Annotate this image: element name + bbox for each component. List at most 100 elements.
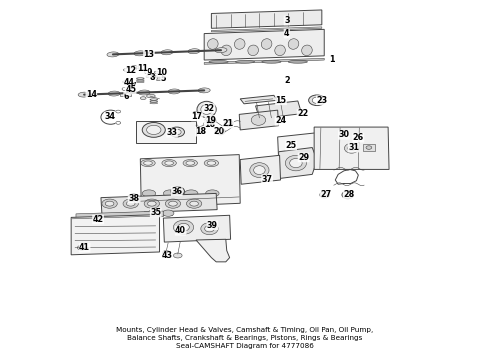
Text: 41: 41 <box>79 243 90 252</box>
Text: 24: 24 <box>275 116 286 125</box>
Polygon shape <box>163 215 231 242</box>
Ellipse shape <box>338 132 344 136</box>
Ellipse shape <box>188 49 200 54</box>
Ellipse shape <box>290 158 302 168</box>
Text: 43: 43 <box>162 251 172 260</box>
Ellipse shape <box>209 60 228 63</box>
Ellipse shape <box>206 190 219 197</box>
Polygon shape <box>279 148 317 179</box>
Ellipse shape <box>173 253 182 258</box>
Ellipse shape <box>254 166 265 175</box>
Ellipse shape <box>208 118 213 123</box>
Ellipse shape <box>127 194 140 203</box>
Ellipse shape <box>165 161 173 165</box>
Polygon shape <box>240 95 278 104</box>
Polygon shape <box>144 211 156 215</box>
Ellipse shape <box>142 190 156 197</box>
Text: 30: 30 <box>339 130 349 139</box>
Ellipse shape <box>215 128 225 135</box>
Text: 19: 19 <box>205 116 216 125</box>
Ellipse shape <box>348 133 361 141</box>
Ellipse shape <box>105 201 114 206</box>
Ellipse shape <box>138 90 150 95</box>
Ellipse shape <box>197 101 216 118</box>
Ellipse shape <box>302 45 312 56</box>
Ellipse shape <box>221 45 232 56</box>
Text: 14: 14 <box>86 90 97 99</box>
Ellipse shape <box>123 81 129 83</box>
Text: 6: 6 <box>123 91 129 100</box>
Polygon shape <box>157 77 165 81</box>
Polygon shape <box>196 239 230 262</box>
Text: 5: 5 <box>161 74 166 83</box>
Polygon shape <box>363 144 375 151</box>
Text: 35: 35 <box>150 208 161 217</box>
Ellipse shape <box>366 146 372 149</box>
Polygon shape <box>71 215 160 255</box>
Text: 22: 22 <box>297 109 308 118</box>
Text: 26: 26 <box>353 133 364 142</box>
Ellipse shape <box>215 48 227 53</box>
Text: 12: 12 <box>124 66 136 75</box>
Ellipse shape <box>205 225 214 232</box>
Ellipse shape <box>261 39 272 49</box>
Ellipse shape <box>168 89 180 94</box>
Text: 18: 18 <box>195 127 206 136</box>
Polygon shape <box>204 30 324 60</box>
Ellipse shape <box>201 223 218 235</box>
Ellipse shape <box>351 135 358 139</box>
Ellipse shape <box>348 146 355 151</box>
Text: 38: 38 <box>128 194 139 203</box>
Polygon shape <box>76 211 163 220</box>
Ellipse shape <box>336 131 346 138</box>
Text: 16: 16 <box>204 121 215 130</box>
Ellipse shape <box>107 52 119 57</box>
Polygon shape <box>101 193 217 214</box>
Ellipse shape <box>285 155 306 171</box>
Ellipse shape <box>123 68 129 71</box>
Ellipse shape <box>130 196 137 201</box>
Ellipse shape <box>144 71 149 73</box>
Polygon shape <box>239 110 279 130</box>
Polygon shape <box>140 154 240 207</box>
Text: 40: 40 <box>175 226 186 235</box>
Text: 39: 39 <box>207 221 218 230</box>
Ellipse shape <box>172 129 181 135</box>
Ellipse shape <box>186 199 202 208</box>
Ellipse shape <box>275 45 285 56</box>
Text: 7: 7 <box>130 82 136 91</box>
Ellipse shape <box>154 71 159 74</box>
Text: 21: 21 <box>222 119 234 128</box>
Ellipse shape <box>198 88 210 93</box>
Text: 25: 25 <box>286 141 296 150</box>
Ellipse shape <box>162 159 176 167</box>
Ellipse shape <box>147 94 155 98</box>
Ellipse shape <box>144 199 160 208</box>
Text: 32: 32 <box>204 104 215 113</box>
Ellipse shape <box>320 192 329 198</box>
Ellipse shape <box>165 199 181 208</box>
Text: 15: 15 <box>275 96 287 105</box>
Ellipse shape <box>162 210 174 216</box>
Polygon shape <box>136 121 196 143</box>
Text: 9: 9 <box>146 68 152 77</box>
Ellipse shape <box>142 122 165 137</box>
Ellipse shape <box>169 201 177 206</box>
Text: 27: 27 <box>320 190 331 199</box>
Ellipse shape <box>342 191 353 199</box>
Ellipse shape <box>226 122 231 125</box>
Ellipse shape <box>148 210 159 215</box>
Ellipse shape <box>193 111 199 115</box>
Ellipse shape <box>174 189 182 194</box>
Text: 44: 44 <box>123 78 134 87</box>
Text: 23: 23 <box>316 96 327 105</box>
Text: 29: 29 <box>298 153 309 162</box>
Polygon shape <box>278 133 318 159</box>
Ellipse shape <box>134 51 146 56</box>
Ellipse shape <box>201 104 212 114</box>
Ellipse shape <box>204 159 219 167</box>
Ellipse shape <box>207 161 216 165</box>
Ellipse shape <box>126 201 135 206</box>
Ellipse shape <box>171 187 185 196</box>
Text: 17: 17 <box>192 112 202 121</box>
